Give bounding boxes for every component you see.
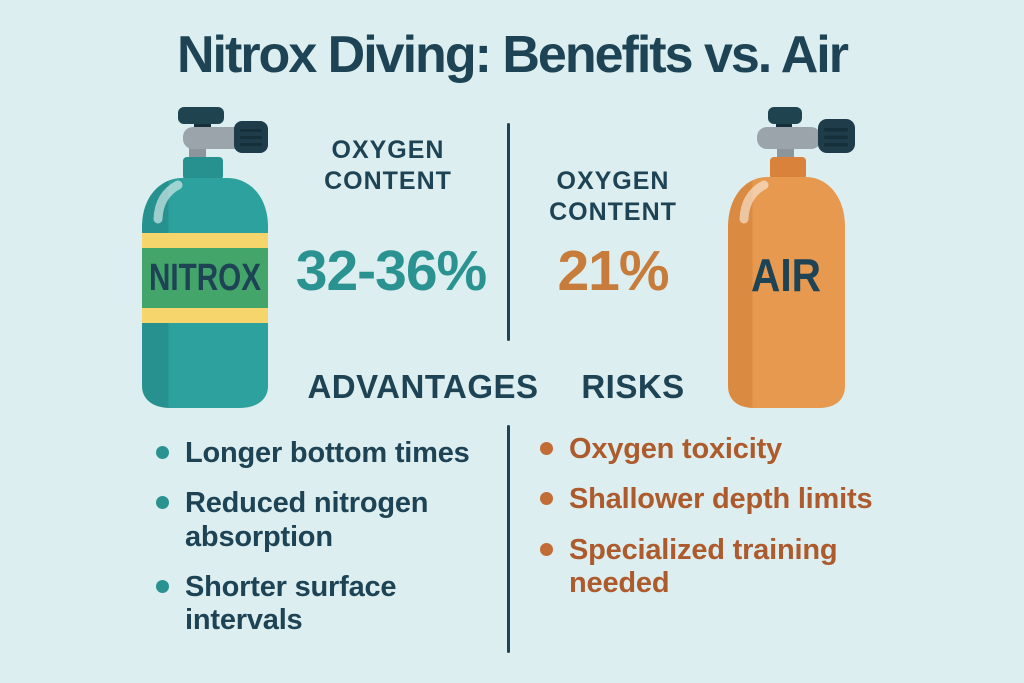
- risks-heading: RISKS: [581, 368, 685, 405]
- list-item: Shallower depth limits: [540, 483, 910, 516]
- nitrox-tank-label: NITROX: [149, 257, 262, 299]
- knob-stripe: [240, 143, 262, 146]
- list-item-label: Specialized training needed: [569, 533, 838, 600]
- page-title: Nitrox Diving: Benefits vs. Air: [177, 26, 849, 84]
- list-item: Reduced nitrogen absorption: [156, 487, 486, 554]
- advantages-list: Longer bottom times Reduced nitrogen abs…: [156, 437, 486, 655]
- knob-stripe: [824, 135, 848, 139]
- list-item: Specialized training needed: [540, 534, 910, 601]
- valve-handle: [178, 107, 224, 124]
- nitrox-tank-icon: NITROX: [142, 107, 268, 408]
- tank-neck: [183, 157, 223, 180]
- tank-band-yellow: [142, 233, 268, 248]
- air-oxygen-content-label: OXYGEN CONTENT: [549, 167, 677, 226]
- tank-gleam: [153, 180, 183, 224]
- list-item-label: Shorter surface intervals: [185, 571, 397, 637]
- advantages-heading: ADVANTAGES: [307, 368, 539, 405]
- nitrox-oxygen-content-label: OXYGEN CONTENT: [324, 136, 452, 195]
- knob-stripe: [240, 129, 262, 132]
- list-item-label: Reduced nitrogen absorption: [185, 487, 429, 553]
- air-tank-icon: AIR: [728, 107, 855, 408]
- air-tank-label: AIR: [751, 249, 821, 301]
- bullet-icon: [540, 542, 553, 556]
- bullet-icon: [540, 492, 553, 506]
- list-item-label: Oxygen toxicity: [569, 433, 782, 465]
- valve-pipe: [757, 127, 821, 149]
- list-item: Shorter surface intervals: [156, 571, 486, 638]
- knob-stripe: [824, 128, 848, 132]
- tank-body: [728, 177, 845, 408]
- bullet-icon: [156, 580, 169, 594]
- bullet-icon: [540, 442, 553, 455]
- vertical-divider-top: [507, 123, 510, 341]
- tank-band-yellow: [142, 308, 268, 323]
- nitrox-oxygen-content-value: 32-36%: [295, 239, 487, 303]
- bullet-icon: [156, 446, 169, 459]
- knob-stripe: [824, 143, 848, 147]
- vertical-divider-bottom: [507, 425, 510, 653]
- list-item-label: Shallower depth limits: [569, 483, 873, 516]
- air-oxygen-content-value: 21%: [557, 239, 669, 303]
- list-item: Oxygen toxicity: [540, 433, 910, 466]
- knob-stripe: [240, 136, 262, 139]
- tank-gleam: [739, 180, 769, 224]
- list-item: Longer bottom times: [156, 437, 486, 470]
- risks-list: Oxygen toxicity Shallower depth limits S…: [540, 433, 910, 617]
- tank-band-green: [142, 248, 268, 308]
- tank-neck: [770, 157, 806, 180]
- valve-handle: [768, 107, 802, 124]
- bullet-icon: [156, 496, 169, 510]
- list-item-label: Longer bottom times: [185, 437, 470, 469]
- valve-pipe: [183, 127, 245, 149]
